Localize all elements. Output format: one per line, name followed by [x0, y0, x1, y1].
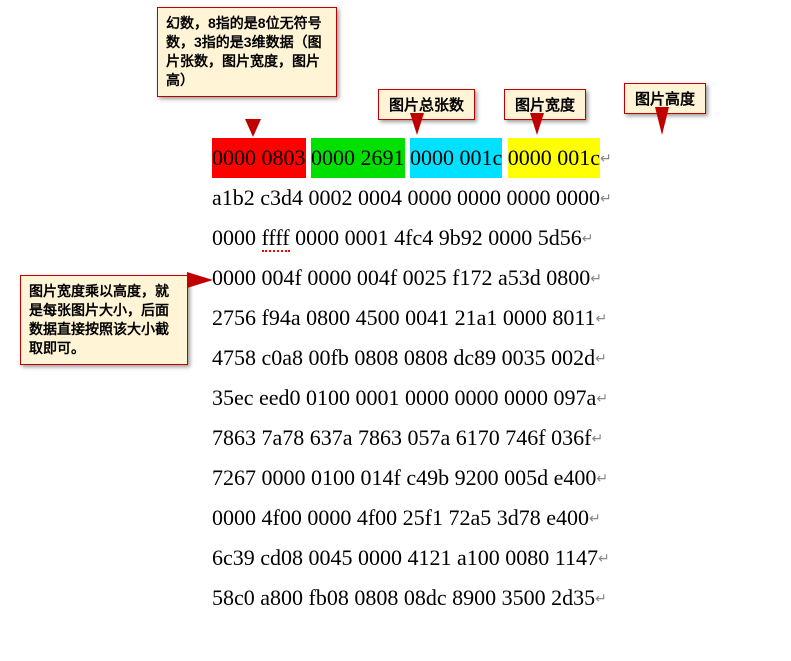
hex-row: 7863 7a78 637a 7863 057a 6170 746f 036f↵ — [212, 418, 612, 458]
para-mark-icon: ↵ — [591, 432, 603, 447]
hex-header-row: 0000 0803 0000 2691 0000 001c 0000 001c↵ — [212, 138, 612, 178]
callout-width: 图片宽度 — [504, 89, 586, 120]
para-mark-icon: ↵ — [595, 352, 607, 367]
callout-total-pointer-icon — [410, 113, 424, 135]
hex-text: 0000 ffff 0000 0001 4fc4 9b92 0000 5d56 — [212, 225, 582, 252]
callout-side-text: 图片宽度乘以高度，就是每张图片大小，后面数据直接按照该大小截取即可。 — [29, 283, 169, 356]
para-mark-icon: ↵ — [600, 152, 612, 167]
hex-text: 6c39 cd08 0045 0000 4121 a100 0080 1147 — [212, 545, 598, 570]
hex-row: a1b2 c3d4 0002 0004 0000 0000 0000 0000↵ — [212, 178, 612, 218]
hex-text: 7863 7a78 637a 7863 057a 6170 746f 036f — [212, 425, 591, 450]
para-mark-icon: ↵ — [582, 232, 594, 247]
hex-magic: 0000 0803 — [212, 138, 306, 178]
hex-text: 4758 c0a8 00fb 0808 0808 dc89 0035 002d — [212, 345, 595, 370]
callout-magic-pointer-icon — [245, 119, 261, 137]
para-mark-icon: ↵ — [596, 392, 608, 407]
para-mark-icon: ↵ — [589, 512, 601, 527]
callout-width-text: 图片宽度 — [515, 97, 575, 114]
para-mark-icon: ↵ — [596, 472, 608, 487]
hex-text: 35ec eed0 0100 0001 0000 0000 0000 097a — [212, 385, 596, 410]
hex-dump: 0000 0803 0000 2691 0000 001c 0000 001c↵… — [212, 138, 612, 618]
callout-total: 图片总张数 — [378, 89, 475, 120]
hex-text: a1b2 c3d4 0002 0004 0000 0000 0000 0000 — [212, 185, 600, 210]
para-mark-icon: ↵ — [598, 552, 610, 567]
callout-magic-text: 幻数，8指的是8位无符号数，3指的是3维数据（图片张数，图片宽度，图片高） — [166, 15, 322, 88]
hex-text: 58c0 a800 fb08 0808 08dc 8900 3500 2d35 — [212, 585, 595, 610]
callout-width-pointer-icon — [530, 113, 544, 135]
hex-row: 4758 c0a8 00fb 0808 0808 dc89 0035 002d↵ — [212, 338, 612, 378]
hex-row: 0000 004f 0000 004f 0025 f172 a53d 0800↵ — [212, 258, 612, 298]
para-mark-icon: ↵ — [590, 272, 602, 287]
hex-row: 6c39 cd08 0045 0000 4121 a100 0080 1147↵ — [212, 538, 612, 578]
callout-side: 图片宽度乘以高度，就是每张图片大小，后面数据直接按照该大小截取即可。 — [20, 275, 188, 365]
callout-total-text: 图片总张数 — [389, 97, 464, 114]
hex-row: 58c0 a800 fb08 0808 08dc 8900 3500 2d35↵ — [212, 578, 612, 618]
hex-row: 0000 4f00 0000 4f00 25f1 72a5 3d78 e400↵ — [212, 498, 612, 538]
hex-row: 0000 ffff 0000 0001 4fc4 9b92 0000 5d56↵ — [212, 218, 612, 258]
hex-text: 0000 4f00 0000 4f00 25f1 72a5 3d78 e400 — [212, 505, 589, 530]
hex-total: 0000 2691 — [311, 138, 405, 178]
hex-text: 2756 f94a 0800 4500 0041 21a1 0000 8011 — [212, 305, 596, 330]
callout-height-text: 图片高度 — [635, 91, 695, 108]
callout-height-pointer-icon — [655, 107, 669, 135]
hex-text: 7267 0000 0100 014f c49b 9200 005d e400 — [212, 465, 596, 490]
callout-magic: 幻数，8指的是8位无符号数，3指的是3维数据（图片张数，图片宽度，图片高） — [157, 7, 337, 97]
hex-row: 35ec eed0 0100 0001 0000 0000 0000 097a↵ — [212, 378, 612, 418]
hex-text: 0000 004f 0000 004f 0025 f172 a53d 0800 — [212, 265, 590, 290]
hex-height: 0000 001c — [508, 138, 600, 178]
para-mark-icon: ↵ — [595, 592, 607, 607]
para-mark-icon: ↵ — [596, 312, 608, 327]
hex-row: 2756 f94a 0800 4500 0041 21a1 0000 8011↵ — [212, 298, 612, 338]
hex-width: 0000 001c — [410, 138, 502, 178]
para-mark-icon: ↵ — [600, 192, 612, 207]
hex-row: 7267 0000 0100 014f c49b 9200 005d e400↵ — [212, 458, 612, 498]
